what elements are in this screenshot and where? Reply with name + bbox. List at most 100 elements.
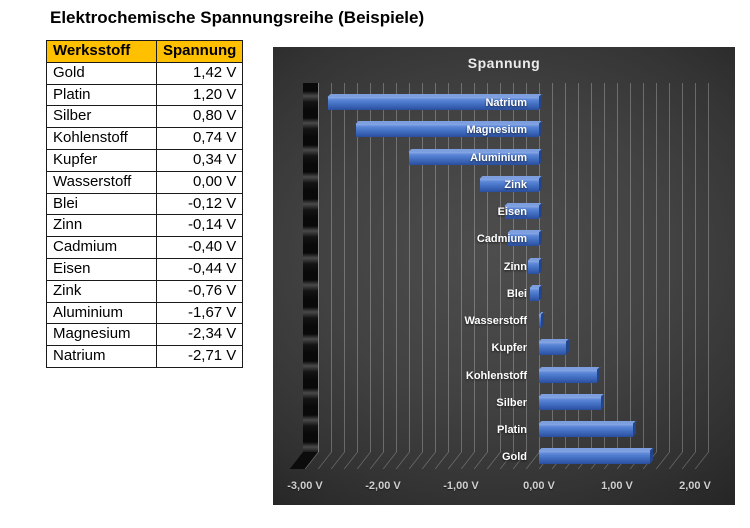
table-header-werksstoff: Werksstoff	[46, 40, 157, 63]
bar-gold	[539, 451, 650, 464]
voltage-cell: 1,20 V	[155, 83, 244, 107]
voltage-cell: -0,44 V	[155, 257, 244, 281]
bar-zink	[480, 179, 539, 192]
gridline	[422, 83, 423, 452]
bar-label: Platin	[497, 424, 527, 436]
gridline-foot	[668, 452, 683, 469]
table-row: Zinn -0,14 V	[46, 214, 244, 238]
voltage-cell: 0,74 V	[155, 127, 244, 150]
gridline-foot	[382, 452, 397, 469]
bar-magnesium	[356, 124, 539, 137]
gridline-foot	[655, 452, 670, 469]
x-axis-tick: -2,00 V	[365, 480, 401, 492]
gridline-foot	[681, 452, 696, 469]
x-axis-tick: 2,00 V	[679, 480, 711, 492]
material-cell: Silber	[46, 105, 157, 129]
gridline-foot	[408, 452, 423, 469]
bar-aluminium	[409, 152, 539, 165]
bar-label: Zinn	[503, 261, 527, 273]
bar-label: Aluminium	[470, 152, 527, 164]
axis-wall	[303, 83, 318, 452]
x-axis-tick: 1,00 V	[601, 480, 633, 492]
voltage-bar-chart: Spannung Natrium Magnesium Aluminium Zink Ei…	[273, 47, 735, 505]
gridline-foot	[369, 452, 384, 469]
bar-natrium	[328, 97, 539, 110]
voltage-cell: 1,42 V	[155, 61, 244, 85]
gridline-foot	[395, 452, 410, 469]
material-cell: Zinn	[46, 214, 157, 238]
gridline	[357, 83, 358, 452]
gridline	[643, 83, 644, 452]
bar-platin	[539, 424, 633, 437]
gridline-foot	[473, 452, 488, 469]
gridline	[682, 83, 683, 452]
table-row: Wasserstoff 0,00 V	[46, 170, 244, 194]
bar-wasserstoff	[539, 315, 541, 328]
gridline	[695, 83, 696, 452]
table-row: Aluminium -1,67 V	[46, 301, 244, 325]
chart-title: Spannung	[467, 55, 541, 71]
x-axis-tick: -3,00 V	[287, 480, 323, 492]
material-cell: Kohlenstoff	[46, 127, 157, 150]
gridline	[604, 83, 605, 452]
bar-zinn	[528, 261, 539, 274]
gridline	[708, 83, 709, 452]
voltage-cell: -0,14 V	[155, 214, 244, 238]
table-row: Natrium -2,71 V	[46, 345, 244, 368]
material-cell: Magnesium	[46, 323, 157, 347]
voltage-table: Werksstoff Spannung Gold 1,42 V Platin 1,20…	[46, 40, 244, 368]
gridline-foot	[421, 452, 436, 469]
table-row: Blei -0,12 V	[46, 192, 244, 216]
bar-label: Cadmium	[476, 233, 527, 245]
voltage-cell: -2,34 V	[155, 323, 244, 347]
voltage-cell: -0,12 V	[155, 192, 244, 216]
gridline	[617, 83, 618, 452]
gridline	[591, 83, 592, 452]
gridline-foot	[317, 452, 332, 469]
gridline	[461, 83, 462, 452]
table-row: Kupfer 0,34 V	[46, 148, 244, 172]
gridline	[630, 83, 631, 452]
gridline	[513, 83, 514, 452]
bar-cadmium	[508, 233, 539, 246]
gridline	[370, 83, 371, 452]
material-cell: Eisen	[46, 257, 157, 281]
gridline	[409, 83, 410, 452]
bar-label: Kupfer	[491, 342, 527, 354]
x-axis-tick: 0,00 V	[523, 480, 555, 492]
bar-label: Blei	[506, 288, 527, 300]
x-axis-tick: -1,00 V	[443, 480, 479, 492]
gridline-foot	[343, 452, 358, 469]
voltage-cell: 0,00 V	[155, 170, 244, 194]
gridline	[669, 83, 670, 452]
table-row: Gold 1,42 V	[46, 61, 244, 85]
gridline-foot	[356, 452, 371, 469]
voltage-cell: -0,40 V	[155, 236, 244, 259]
gridline	[474, 83, 475, 452]
gridline-foot	[330, 452, 345, 469]
gridline	[344, 83, 345, 452]
gridline	[331, 83, 332, 452]
material-cell: Wasserstoff	[46, 170, 157, 194]
material-cell: Natrium	[46, 345, 157, 368]
material-cell: Gold	[46, 61, 157, 85]
gridline	[396, 83, 397, 452]
gridline	[487, 83, 488, 452]
bar-label: Zink	[504, 179, 527, 191]
gridline	[448, 83, 449, 452]
material-cell: Cadmium	[46, 236, 157, 259]
bar-blei	[530, 288, 539, 301]
gridline	[318, 83, 319, 452]
table-row: Zink -0,76 V	[46, 279, 244, 303]
bar-label: Magnesium	[466, 124, 527, 136]
voltage-cell: 0,80 V	[155, 105, 244, 129]
voltage-cell: -2,71 V	[155, 345, 244, 368]
voltage-cell: 0,34 V	[155, 148, 244, 172]
gridline-foot	[460, 452, 475, 469]
gridline	[500, 83, 501, 452]
axis-wall-foot	[289, 452, 318, 469]
material-cell: Platin	[46, 83, 157, 107]
gridline-foot	[447, 452, 462, 469]
material-cell: Kupfer	[46, 148, 157, 172]
